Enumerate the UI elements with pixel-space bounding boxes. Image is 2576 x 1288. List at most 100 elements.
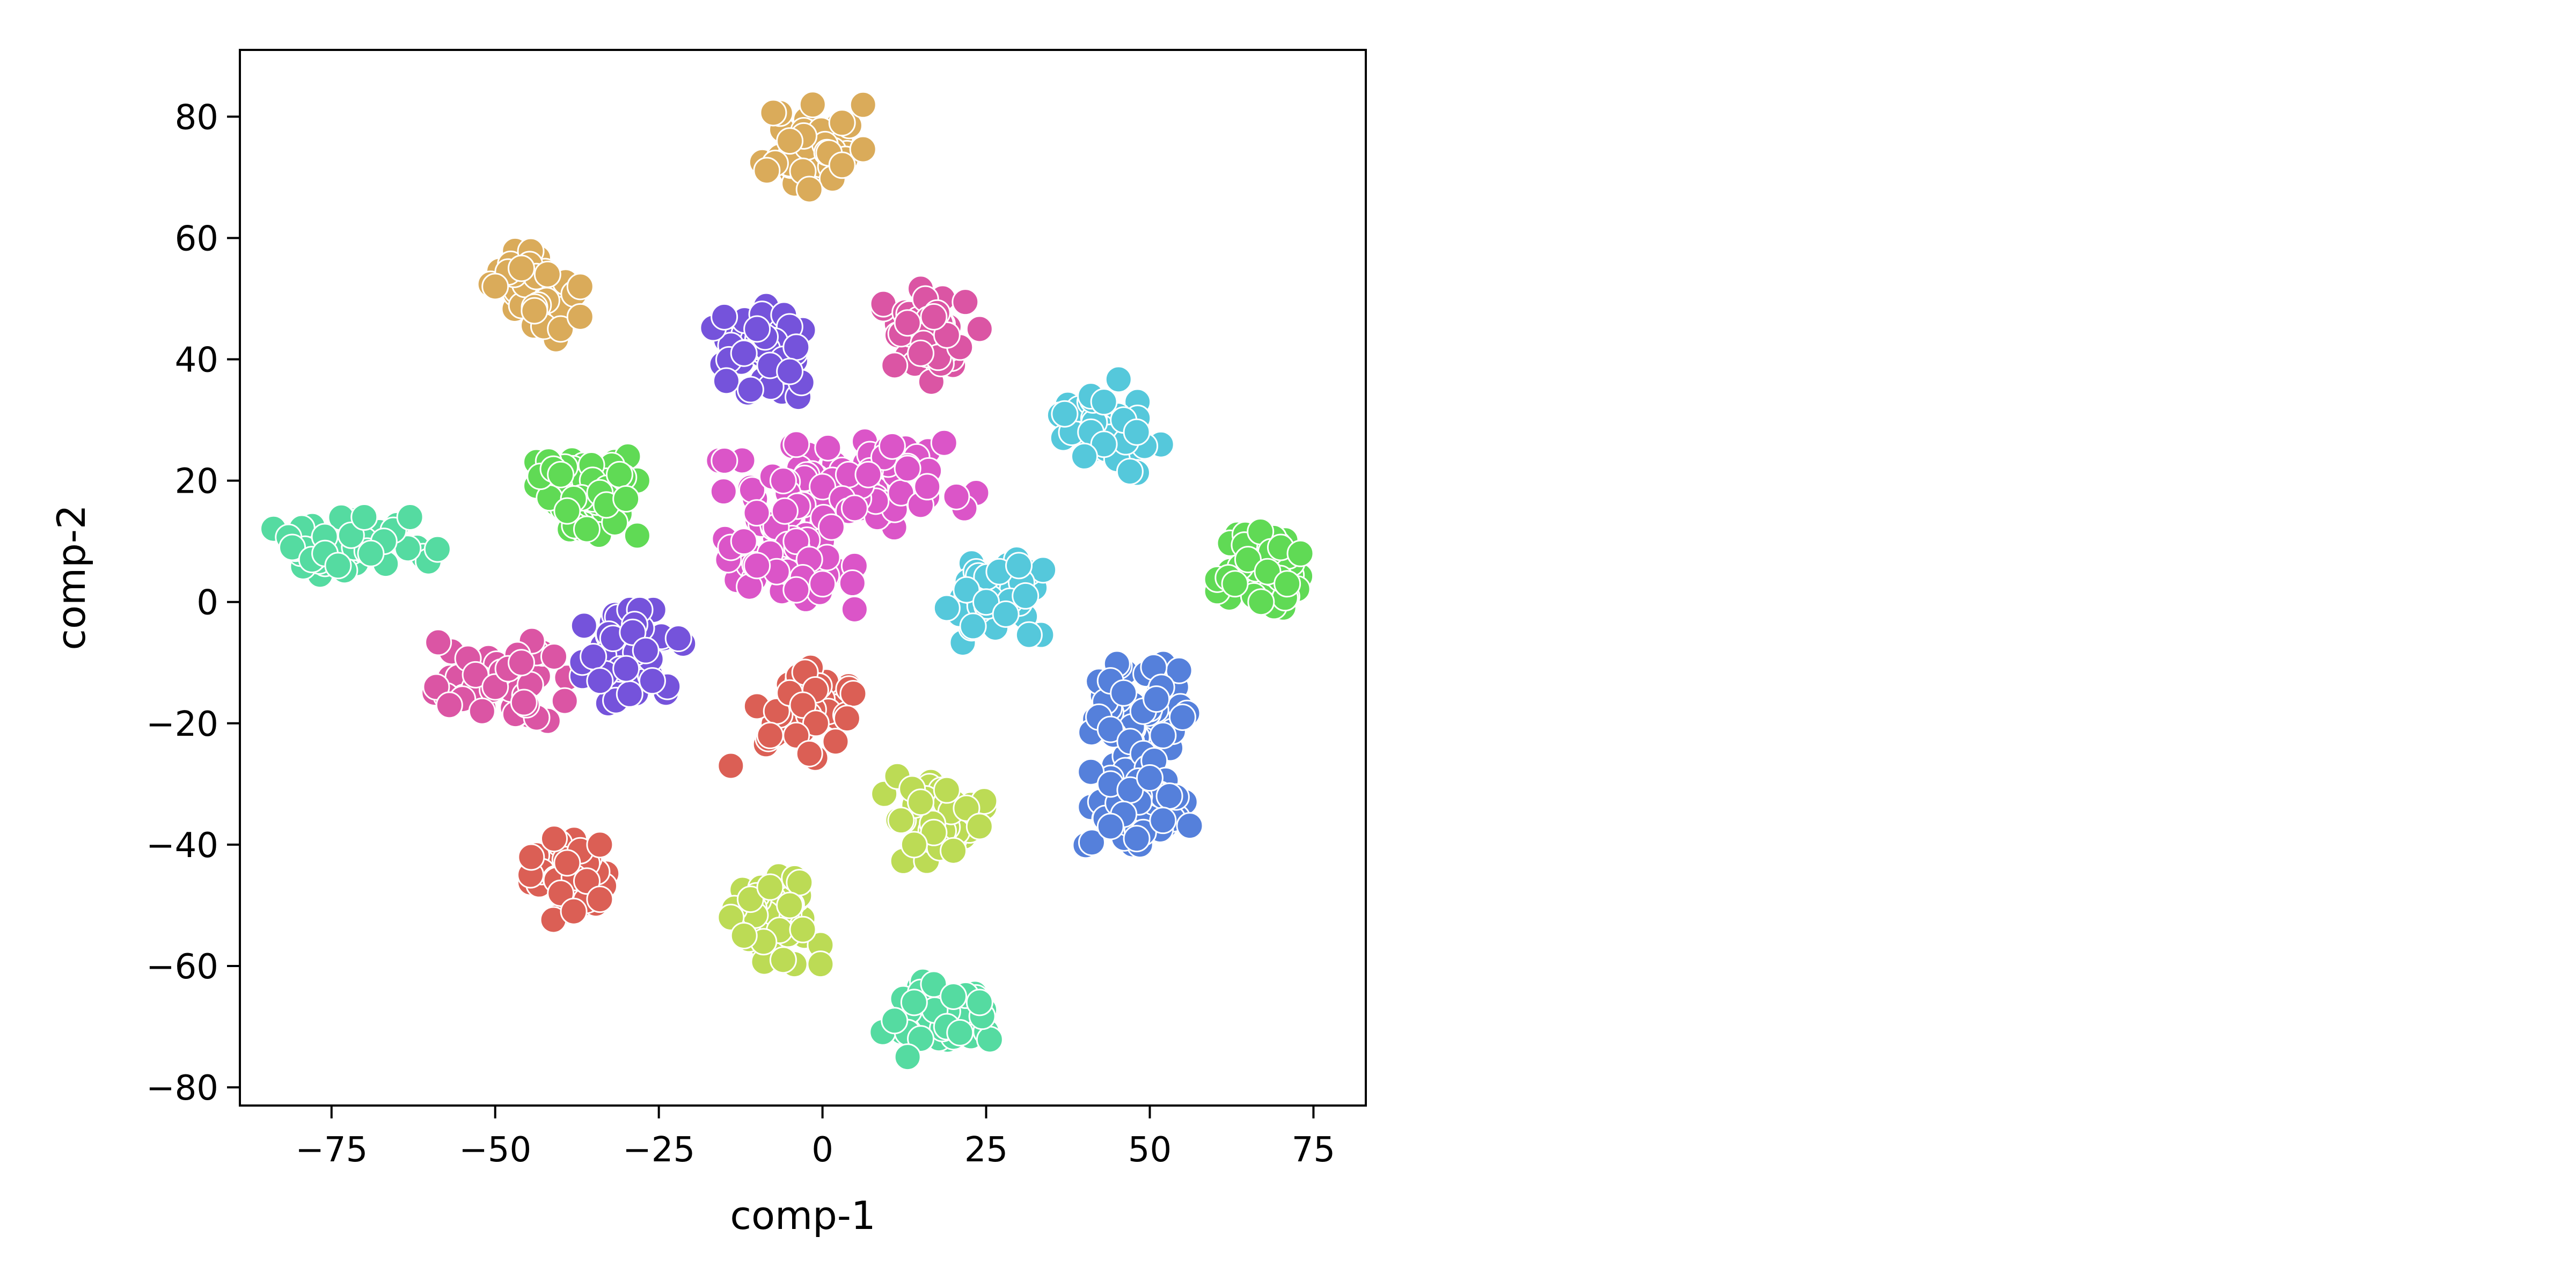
x-tick-label: −75 [295,1130,368,1170]
scatter-point [1123,418,1151,446]
scatter-point [992,600,1020,628]
scatter-point [822,728,850,756]
scatter-point [900,831,928,859]
scatter-points [260,91,1314,1071]
scatter-point [965,989,993,1016]
x-tick-label: 0 [811,1130,833,1170]
scatter-point [743,499,771,527]
scatter-point [1136,764,1163,792]
scatter-point [1168,704,1196,731]
scatter-point [1110,679,1138,707]
scatter-point [833,705,861,733]
y-tick-label: 80 [175,98,218,137]
scatter-point [1071,442,1098,470]
scatter-point [566,273,594,301]
scatter-point [1015,621,1043,649]
scatter-point [632,636,660,664]
scatter-point [508,254,535,282]
scatter-point [769,946,797,974]
scatter-point [953,576,980,604]
scatter-point [1005,552,1033,580]
scatter-point [508,649,535,677]
scatter-point [753,157,781,185]
scatter-point [462,661,489,689]
scatter-point [776,357,804,385]
scatter-point [743,552,771,580]
scatter-point [1077,758,1105,786]
y-tick-label: −40 [146,826,218,866]
scatter-point [712,367,740,395]
scatter-point [942,482,970,510]
scatter-point [586,831,614,859]
scatter-point [776,127,804,155]
scatter-point [717,752,745,780]
scatter-point [553,497,581,525]
scatter-point [933,594,961,622]
y-tick-label: −20 [146,705,218,744]
scatter-point [1176,812,1204,840]
scatter-point [730,921,758,949]
scatter-point [782,576,810,604]
scatter-point [566,303,594,331]
scatter-point [807,950,835,978]
scatter-point [1123,825,1151,853]
scatter-point [907,788,935,816]
scatter-point [1274,570,1301,598]
scatter-point [736,885,764,913]
scatter-point [425,628,452,656]
scatter-point [795,740,823,767]
scatter-point [789,916,817,943]
scatter-point [279,533,306,561]
scatter-point [756,873,784,901]
scatter-point [933,776,961,804]
scatter-point [1247,588,1275,616]
x-tick-label: 75 [1292,1130,1335,1170]
scatter-point [1234,546,1262,574]
scatter-point [357,539,385,567]
y-tick-label: 0 [196,583,218,623]
scatter-point [776,891,804,919]
scatter-point [709,478,737,506]
scatter-point [540,642,568,670]
scatter-point [1149,721,1177,749]
scatter-point [1012,582,1040,610]
scatter-point [828,151,856,179]
scatter-point [894,455,921,482]
scatter-point [802,709,830,737]
scatter-point [878,432,906,460]
scatter-point [350,503,378,531]
scatter-point [940,837,968,865]
y-tick-label: 60 [175,219,218,259]
scatter-point [894,309,921,337]
y-tick-label: −60 [146,947,218,987]
scatter-point [547,460,575,488]
scatter-point [521,297,548,325]
scatter-point [771,497,799,525]
scatter-point [1116,458,1144,486]
scatter-point [972,588,1000,616]
scatter-point [573,515,601,543]
scatter-point [1078,829,1106,857]
scatter-point [664,625,692,653]
scatter-point [849,91,877,119]
scatter-point [913,473,941,501]
scatter-point [551,687,579,715]
scatter-point [553,849,581,877]
scatter-point [930,429,958,457]
scatter-point [547,315,575,343]
scatter-point [570,612,598,640]
x-axis-ticks: −75 −50 −25 0 25 50 75 [295,1106,1335,1170]
scatter-point [881,1007,909,1035]
scatter-point [586,885,614,913]
scatter-point [1221,570,1249,598]
y-tick-label: −80 [146,1069,218,1108]
scatter-point [756,721,784,749]
scatter-point [849,135,877,163]
scatter-point [711,303,738,331]
x-tick-label: 25 [964,1130,1008,1170]
scatter-point [605,460,633,488]
scatter-point [623,522,651,550]
scatter-point [743,315,771,343]
